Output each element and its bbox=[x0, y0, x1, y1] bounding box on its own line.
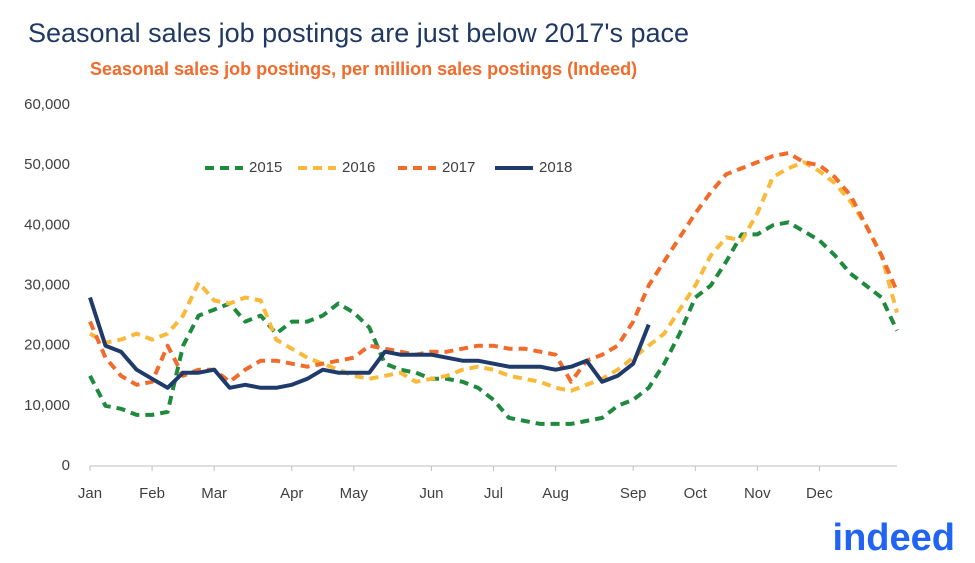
y-tick-label: 60,000 bbox=[24, 96, 70, 113]
line-series bbox=[88, 296, 651, 390]
y-tick-label: 40,000 bbox=[24, 216, 70, 233]
y-tick-label: 30,000 bbox=[24, 276, 70, 293]
line-series bbox=[88, 220, 899, 426]
x-tick-label: Mar bbox=[201, 485, 227, 502]
line-series bbox=[88, 151, 899, 387]
legend-label: 2015 bbox=[249, 159, 282, 176]
x-tick-label: Aug bbox=[542, 485, 569, 502]
y-tick-label: 0 bbox=[62, 457, 70, 474]
x-tick-label: Apr bbox=[280, 485, 303, 502]
logo: indeed bbox=[833, 517, 955, 559]
y-tick-label: 50,000 bbox=[24, 156, 70, 173]
chart-title: Seasonal sales job postings are just bel… bbox=[28, 18, 689, 48]
chart-subtitle: Seasonal sales job postings, per million… bbox=[90, 59, 637, 79]
x-tick-label: Jul bbox=[484, 485, 503, 502]
y-tick-label: 20,000 bbox=[24, 337, 70, 354]
legend-label: 2016 bbox=[342, 159, 375, 176]
line-series bbox=[88, 160, 899, 393]
x-tick-label: Feb bbox=[139, 485, 165, 502]
x-tick-label: Jun bbox=[419, 485, 443, 502]
x-tick-label: Oct bbox=[684, 485, 708, 502]
y-tick-label: 10,000 bbox=[24, 397, 70, 414]
x-tick-label: Nov bbox=[744, 485, 771, 502]
x-tick-label: Sep bbox=[620, 485, 647, 502]
x-tick-label: Dec bbox=[806, 485, 833, 502]
x-tick-label: May bbox=[340, 485, 369, 502]
legend-label: 2017 bbox=[442, 159, 475, 176]
x-tick-label: Jan bbox=[78, 485, 102, 502]
legend-label: 2018 bbox=[539, 159, 572, 176]
